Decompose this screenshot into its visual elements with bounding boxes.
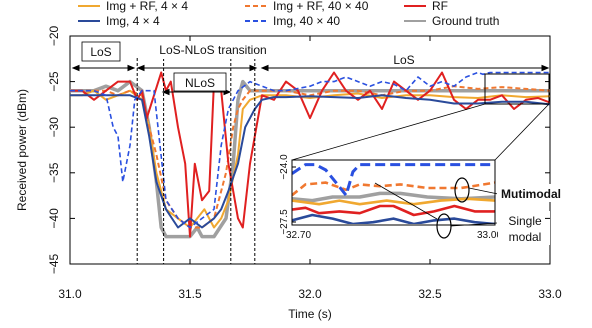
legend-item: Img, 40 × 40: [245, 14, 340, 28]
inset-series-layer: [292, 163, 495, 224]
legend-item: Img, 4 × 4: [78, 14, 160, 28]
legend-item: Img + RF, 4 × 4: [78, 0, 188, 13]
x-tick-label: 32.5: [418, 287, 442, 301]
nlos-label: NLoS: [185, 76, 215, 90]
inset-x-tick-label: 33.00: [477, 230, 502, 241]
single-modal-label-1: Single: [508, 214, 542, 228]
x-axis: 31.0 31.5 32.0 32.5 33.0: [58, 36, 562, 301]
inset-series-line-img_40x40: [292, 163, 495, 197]
legend-label: Img, 40 × 40: [273, 14, 340, 28]
y-axis: −20 −25 −30 −35 −40 −45: [47, 25, 550, 274]
y-tick-label: −25: [47, 71, 61, 92]
legend-item: RF: [404, 0, 448, 13]
y-tick-label: −40: [47, 208, 61, 229]
inset-series-line-ground_truth: [292, 191, 495, 203]
y-tick-label: −20: [47, 25, 61, 46]
inset-series-line-img_rf_4x4: [292, 197, 495, 206]
legend-item: Ground truth: [404, 14, 499, 28]
inset-ticks: 32.70 33.00 −24.0 −27.5: [279, 154, 502, 241]
single-modal-label-2: modal: [509, 230, 542, 244]
los-left-box: [81, 41, 121, 62]
inset-frame: [291, 159, 496, 226]
inset-x-tick-label: 32.70: [286, 230, 311, 241]
x-axis-title: Time (s): [288, 307, 332, 321]
legend-label: Img, 4 × 4: [106, 14, 160, 28]
nlos-box: [173, 72, 227, 92]
multimodal-label: Mutimodal: [501, 187, 561, 201]
los-right-box: [386, 54, 422, 66]
series-line-img_rf_40x40: [70, 85, 550, 229]
legend-label: Img + RF, 4 × 4: [106, 0, 188, 13]
inset-series-line-img_rf_40x40: [292, 181, 495, 197]
zoom-connector-left: [291, 103, 486, 161]
single-modal-box: [498, 211, 550, 245]
multimodal-pointer-1: [468, 187, 499, 195]
region-boundaries: [136, 58, 256, 264]
multimodal-ellipse: [454, 177, 470, 203]
y-tick-label: −45: [47, 253, 61, 274]
y-axis-title: Received power (dBm): [15, 89, 29, 211]
single-pointer-1: [450, 222, 498, 227]
x-tick-label: 31.5: [178, 287, 202, 301]
y-tick-label: −30: [47, 117, 61, 138]
multimodal-box: [497, 184, 575, 202]
single-pointer-2: [374, 182, 438, 220]
series-line-rf: [70, 71, 550, 238]
legend: Img + RF, 4 × 4 Img + RF, 40 × 40 RF Img, 4…: [78, 0, 499, 28]
legend-label: Img + RF, 40 × 40: [273, 0, 369, 13]
legend-label: RF: [432, 0, 448, 13]
inset-series-line-img_4x4: [292, 213, 495, 224]
inset-y-tick-label: −27.5: [279, 209, 290, 235]
series-layer: [70, 71, 550, 239]
x-tick-label: 33.0: [538, 287, 562, 301]
los-left-label: LoS: [90, 45, 111, 59]
series-line-img_4x4: [70, 94, 550, 229]
y-tick-label: −35: [47, 162, 61, 183]
los-right-label: LoS: [393, 53, 414, 67]
inset-series-line-rf: [292, 204, 495, 217]
inset-y-tick-label: −24.0: [279, 154, 290, 180]
x-tick-label: 32.0: [298, 287, 322, 301]
legend-item: Img + RF, 40 × 40: [245, 0, 369, 13]
zoom-connector-right: [494, 103, 550, 161]
transition-label: LoS-NLoS transition: [159, 43, 266, 57]
transition-box: [140, 40, 286, 59]
series-line-img_40x40: [70, 71, 550, 229]
x-tick-label: 31.0: [58, 287, 82, 301]
zoom-source-box: [484, 73, 550, 105]
legend-label: Ground truth: [432, 14, 499, 28]
